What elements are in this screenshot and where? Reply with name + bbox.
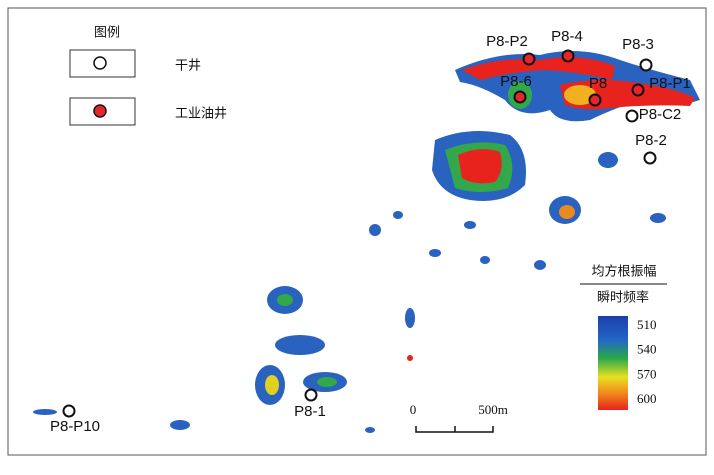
well-marker (304, 388, 318, 402)
well-marker (625, 109, 639, 123)
legend-title: 图例 (94, 26, 120, 41)
colorbar: 均方根振幅 瞬时频率 510 540 570 600 (580, 264, 667, 410)
colorbar-tick-label: 600 (637, 391, 657, 406)
legend-symbol (93, 104, 107, 118)
well-label: P8-2 (635, 132, 667, 149)
legend-label: 工业油井 (175, 107, 227, 122)
scale-end: 500m (478, 402, 508, 417)
well-label: P8-6 (500, 73, 532, 90)
well-marker (522, 52, 536, 66)
colorbar-subtitle: 瞬时频率 (597, 290, 649, 306)
colorbar-scale (598, 316, 628, 410)
well-label: P8-4 (551, 28, 583, 45)
well-label: P8-C2 (639, 106, 682, 123)
well-label: P8-P2 (486, 33, 528, 50)
legend-symbol (93, 56, 107, 70)
scale-bar: 0 500m (410, 402, 508, 433)
colorbar-tick-label: 570 (637, 366, 657, 381)
well-label: P8-3 (622, 36, 654, 53)
colorbar-tick-label: 540 (637, 342, 657, 357)
well-marker (561, 49, 575, 63)
map-frame (7, 7, 707, 456)
well-label: P8-P10 (50, 418, 100, 435)
scale-line (415, 426, 494, 433)
well-label: P8-1 (294, 403, 326, 420)
well-label: P8 (589, 75, 607, 92)
legend-label: 干井 (175, 59, 201, 74)
scale-start: 0 (410, 402, 417, 417)
well-marker (588, 93, 602, 107)
well-marker (513, 90, 527, 104)
colorbar-tick-label: 510 (637, 317, 657, 332)
well-marker (631, 83, 645, 97)
wells: P8-P2 P8-4 P8-3 P8-6 P8 P8-P1 P8-C2 P8-2 P8-1 P8-… (50, 28, 691, 435)
well-label: P8-P1 (649, 75, 691, 92)
well-marker (639, 58, 653, 72)
well-marker (62, 404, 76, 418)
colorbar-title: 均方根振幅 (591, 264, 656, 280)
well-marker (643, 151, 657, 165)
